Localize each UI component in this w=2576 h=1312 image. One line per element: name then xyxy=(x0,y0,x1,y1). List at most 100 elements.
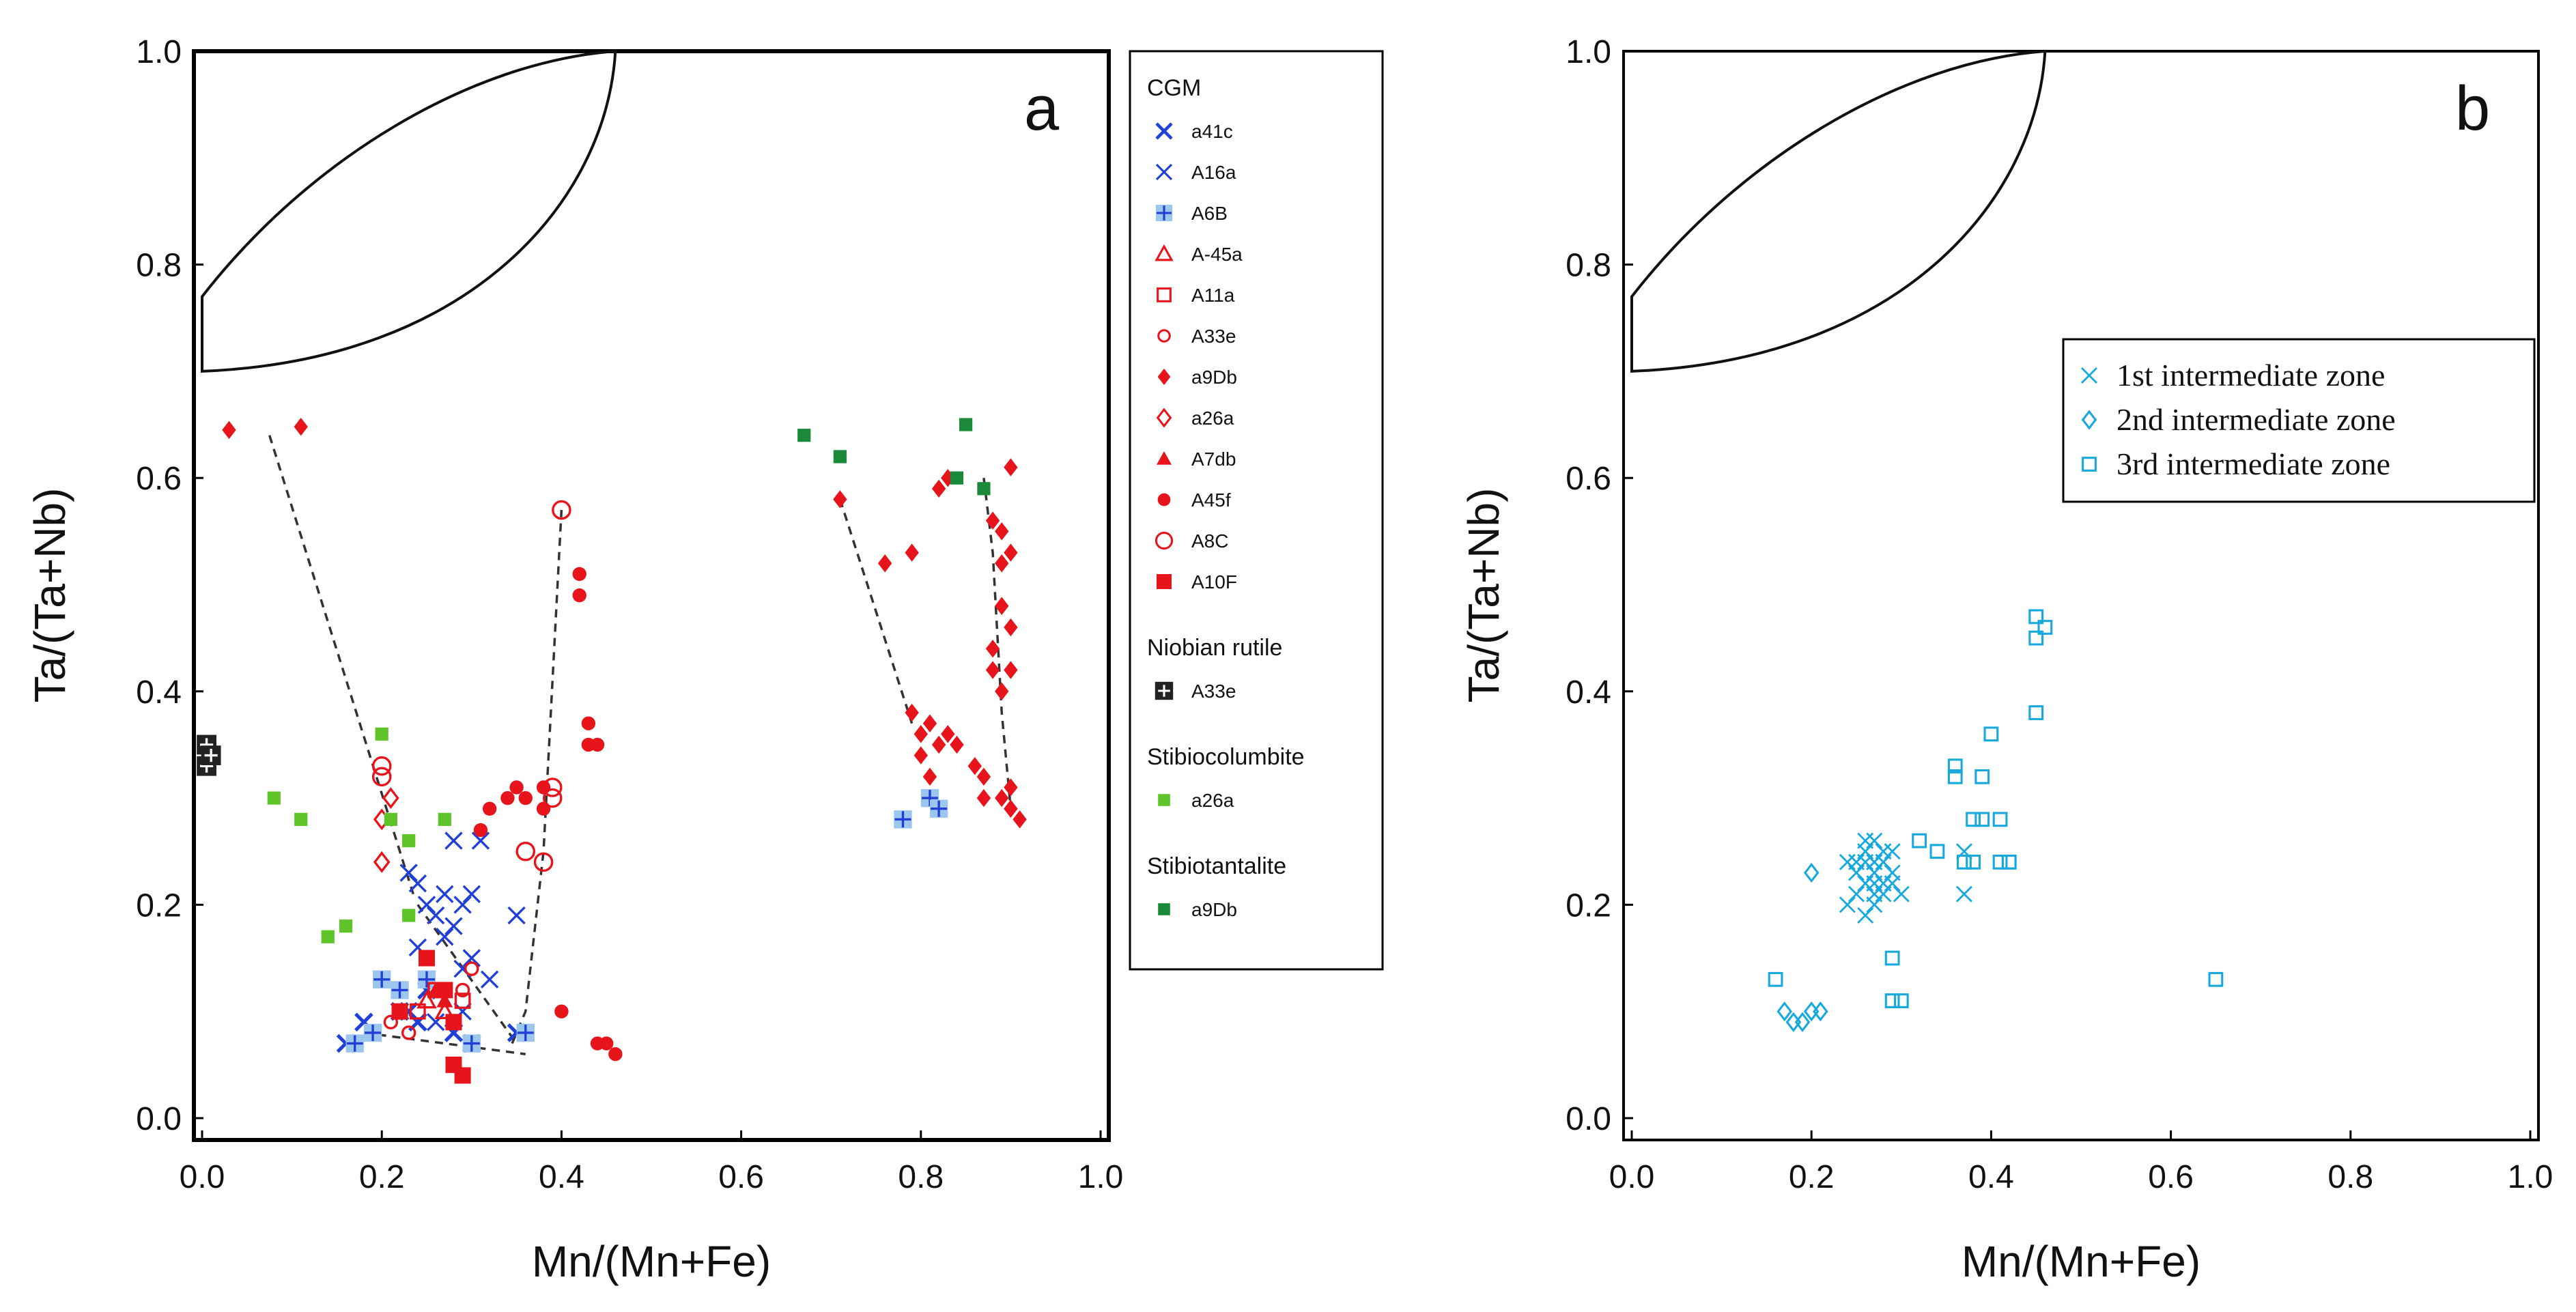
data-point-a9db xyxy=(950,471,964,485)
legend-item-label: a9Db xyxy=(1191,367,1237,388)
data-point-a45f xyxy=(572,588,586,603)
data-point-a9db xyxy=(985,511,1000,530)
x-tick-label: 0.0 xyxy=(1609,1159,1655,1195)
legend-marker xyxy=(1155,681,1174,700)
data-point-a10f xyxy=(454,1067,471,1084)
data-point-a16a xyxy=(436,885,454,903)
data-point-a33e xyxy=(455,982,470,998)
data-point-a16a xyxy=(417,896,436,914)
data-point-a9db xyxy=(995,788,1009,808)
data-point-1st-intermediate-zone xyxy=(1839,853,1856,870)
data-point-a45f xyxy=(509,780,524,795)
data-point-a6b xyxy=(345,1034,364,1053)
data-point-a16a xyxy=(507,906,526,925)
data-point-1st-intermediate-zone xyxy=(1866,832,1883,849)
data-point-a9db xyxy=(985,640,1000,658)
data-point-3rd-intermediate-zone xyxy=(1957,854,1972,870)
data-point-a26a xyxy=(402,909,416,922)
data-point-3rd-intermediate-zone xyxy=(1947,769,1963,784)
legend-marker xyxy=(1157,287,1172,302)
legend-marker xyxy=(1155,122,1173,140)
data-point-a9db xyxy=(1004,458,1018,476)
data-point-a45f xyxy=(599,1036,614,1051)
legend-marker xyxy=(1158,903,1170,915)
data-point-1st-intermediate-zone xyxy=(1848,885,1865,902)
data-point-a16a xyxy=(426,1013,445,1031)
y-tick-label: 0.6 xyxy=(136,461,182,497)
data-point-a9db xyxy=(976,788,991,808)
panel-a-trend-lines xyxy=(268,435,1013,1055)
y-tick-label: 0.4 xyxy=(136,674,182,711)
data-point-2nd-intermediate-zone xyxy=(1803,1001,1820,1022)
data-point-3rd-intermediate-zone xyxy=(1992,812,2008,827)
data-point-3rd-intermediate-zone xyxy=(1929,844,1945,859)
data-point-1st-intermediate-zone xyxy=(1884,875,1901,892)
data-point-a6b xyxy=(462,1034,481,1053)
x-tick-label: 0.8 xyxy=(898,1159,944,1195)
y-tick-label: 1.0 xyxy=(136,34,182,70)
data-point-a26a xyxy=(384,812,397,826)
data-point-a9db xyxy=(977,482,991,496)
data-point-1st-intermediate-zone xyxy=(1857,907,1874,924)
y-tick-label: 0.0 xyxy=(1566,1101,1611,1137)
data-point-a8c xyxy=(371,767,392,787)
legend-marker xyxy=(1157,368,1171,386)
data-point-a9db xyxy=(294,417,308,436)
legend-item-label: A11a xyxy=(1191,285,1235,306)
data-point-3rd-intermediate-zone xyxy=(1947,758,1963,774)
data-point-a33e xyxy=(201,745,221,765)
panel-b-outline-field xyxy=(1630,49,2047,373)
x-tick-label: 0.8 xyxy=(2327,1159,2373,1195)
data-point-a45f xyxy=(536,801,551,816)
legend-item-label: a9Db xyxy=(1191,899,1237,920)
data-point-a9db xyxy=(1004,543,1018,562)
data-point-a26a xyxy=(373,851,391,873)
data-point-a45f xyxy=(473,823,488,838)
legend-item-label: a26a xyxy=(1191,790,1234,811)
data-point-a16a xyxy=(399,864,418,882)
data-point-a45f xyxy=(500,790,515,805)
data-point-3rd-intermediate-zone xyxy=(1912,833,1927,848)
data-point-a9db xyxy=(995,554,1009,573)
data-point-a10f xyxy=(419,950,435,967)
panel-a-data-points xyxy=(197,417,1027,1084)
data-point-a33e xyxy=(383,1014,399,1030)
data-point-a26a xyxy=(438,812,451,826)
data-point-2nd-intermediate-zone xyxy=(1794,1012,1811,1032)
data-point-a11a xyxy=(409,1003,426,1020)
data-point-a45f xyxy=(581,716,596,730)
data-point-a9db xyxy=(905,543,919,562)
data-point-a9db xyxy=(797,429,811,442)
x-tick-label: 0.2 xyxy=(1789,1159,1835,1195)
legend-marker xyxy=(1158,794,1170,806)
data-point-a10f xyxy=(445,1014,462,1031)
legend-marker xyxy=(2082,457,2097,472)
data-point-3rd-intermediate-zone xyxy=(1884,993,1900,1008)
legend-marker xyxy=(2081,410,2097,430)
legend-item-label: 1st intermediate zone xyxy=(2117,358,2385,393)
legend-item-label: A7db xyxy=(1191,448,1236,470)
panel-b-y-axis-label: Ta/(Ta+Nb) xyxy=(1459,488,1508,703)
data-point-a9db xyxy=(1004,618,1018,637)
x-tick-label: 0.6 xyxy=(718,1159,764,1195)
panel-b-letter: b xyxy=(2455,74,2490,143)
data-point-a9db xyxy=(1013,810,1027,829)
panel-a-legend-box xyxy=(1129,50,1384,971)
data-point-a6b xyxy=(391,981,409,999)
data-point-a9db xyxy=(976,767,991,786)
data-point-1st-intermediate-zone xyxy=(1875,885,1892,902)
data-point-a26a xyxy=(294,812,308,826)
data-point-a9db xyxy=(222,420,236,440)
data-point-a16a xyxy=(462,949,481,967)
data-point-a16a xyxy=(444,917,463,935)
data-point-a16a xyxy=(408,874,427,893)
data-point-3rd-intermediate-zone xyxy=(2001,854,2017,870)
data-point-a45f xyxy=(482,801,497,816)
data-point-a9db xyxy=(922,767,937,786)
data-point-a9db xyxy=(1004,661,1018,679)
trend-line-1 xyxy=(511,509,563,1044)
panel-a-x-axis-label: Mn/(Mn+Fe) xyxy=(532,1237,771,1286)
data-point-a45f xyxy=(518,790,533,805)
panel-a-y-ticks: 0.0 0.2 0.4 0.6 0.8 1.0 xyxy=(136,34,203,1137)
legend-marker xyxy=(1157,451,1172,465)
